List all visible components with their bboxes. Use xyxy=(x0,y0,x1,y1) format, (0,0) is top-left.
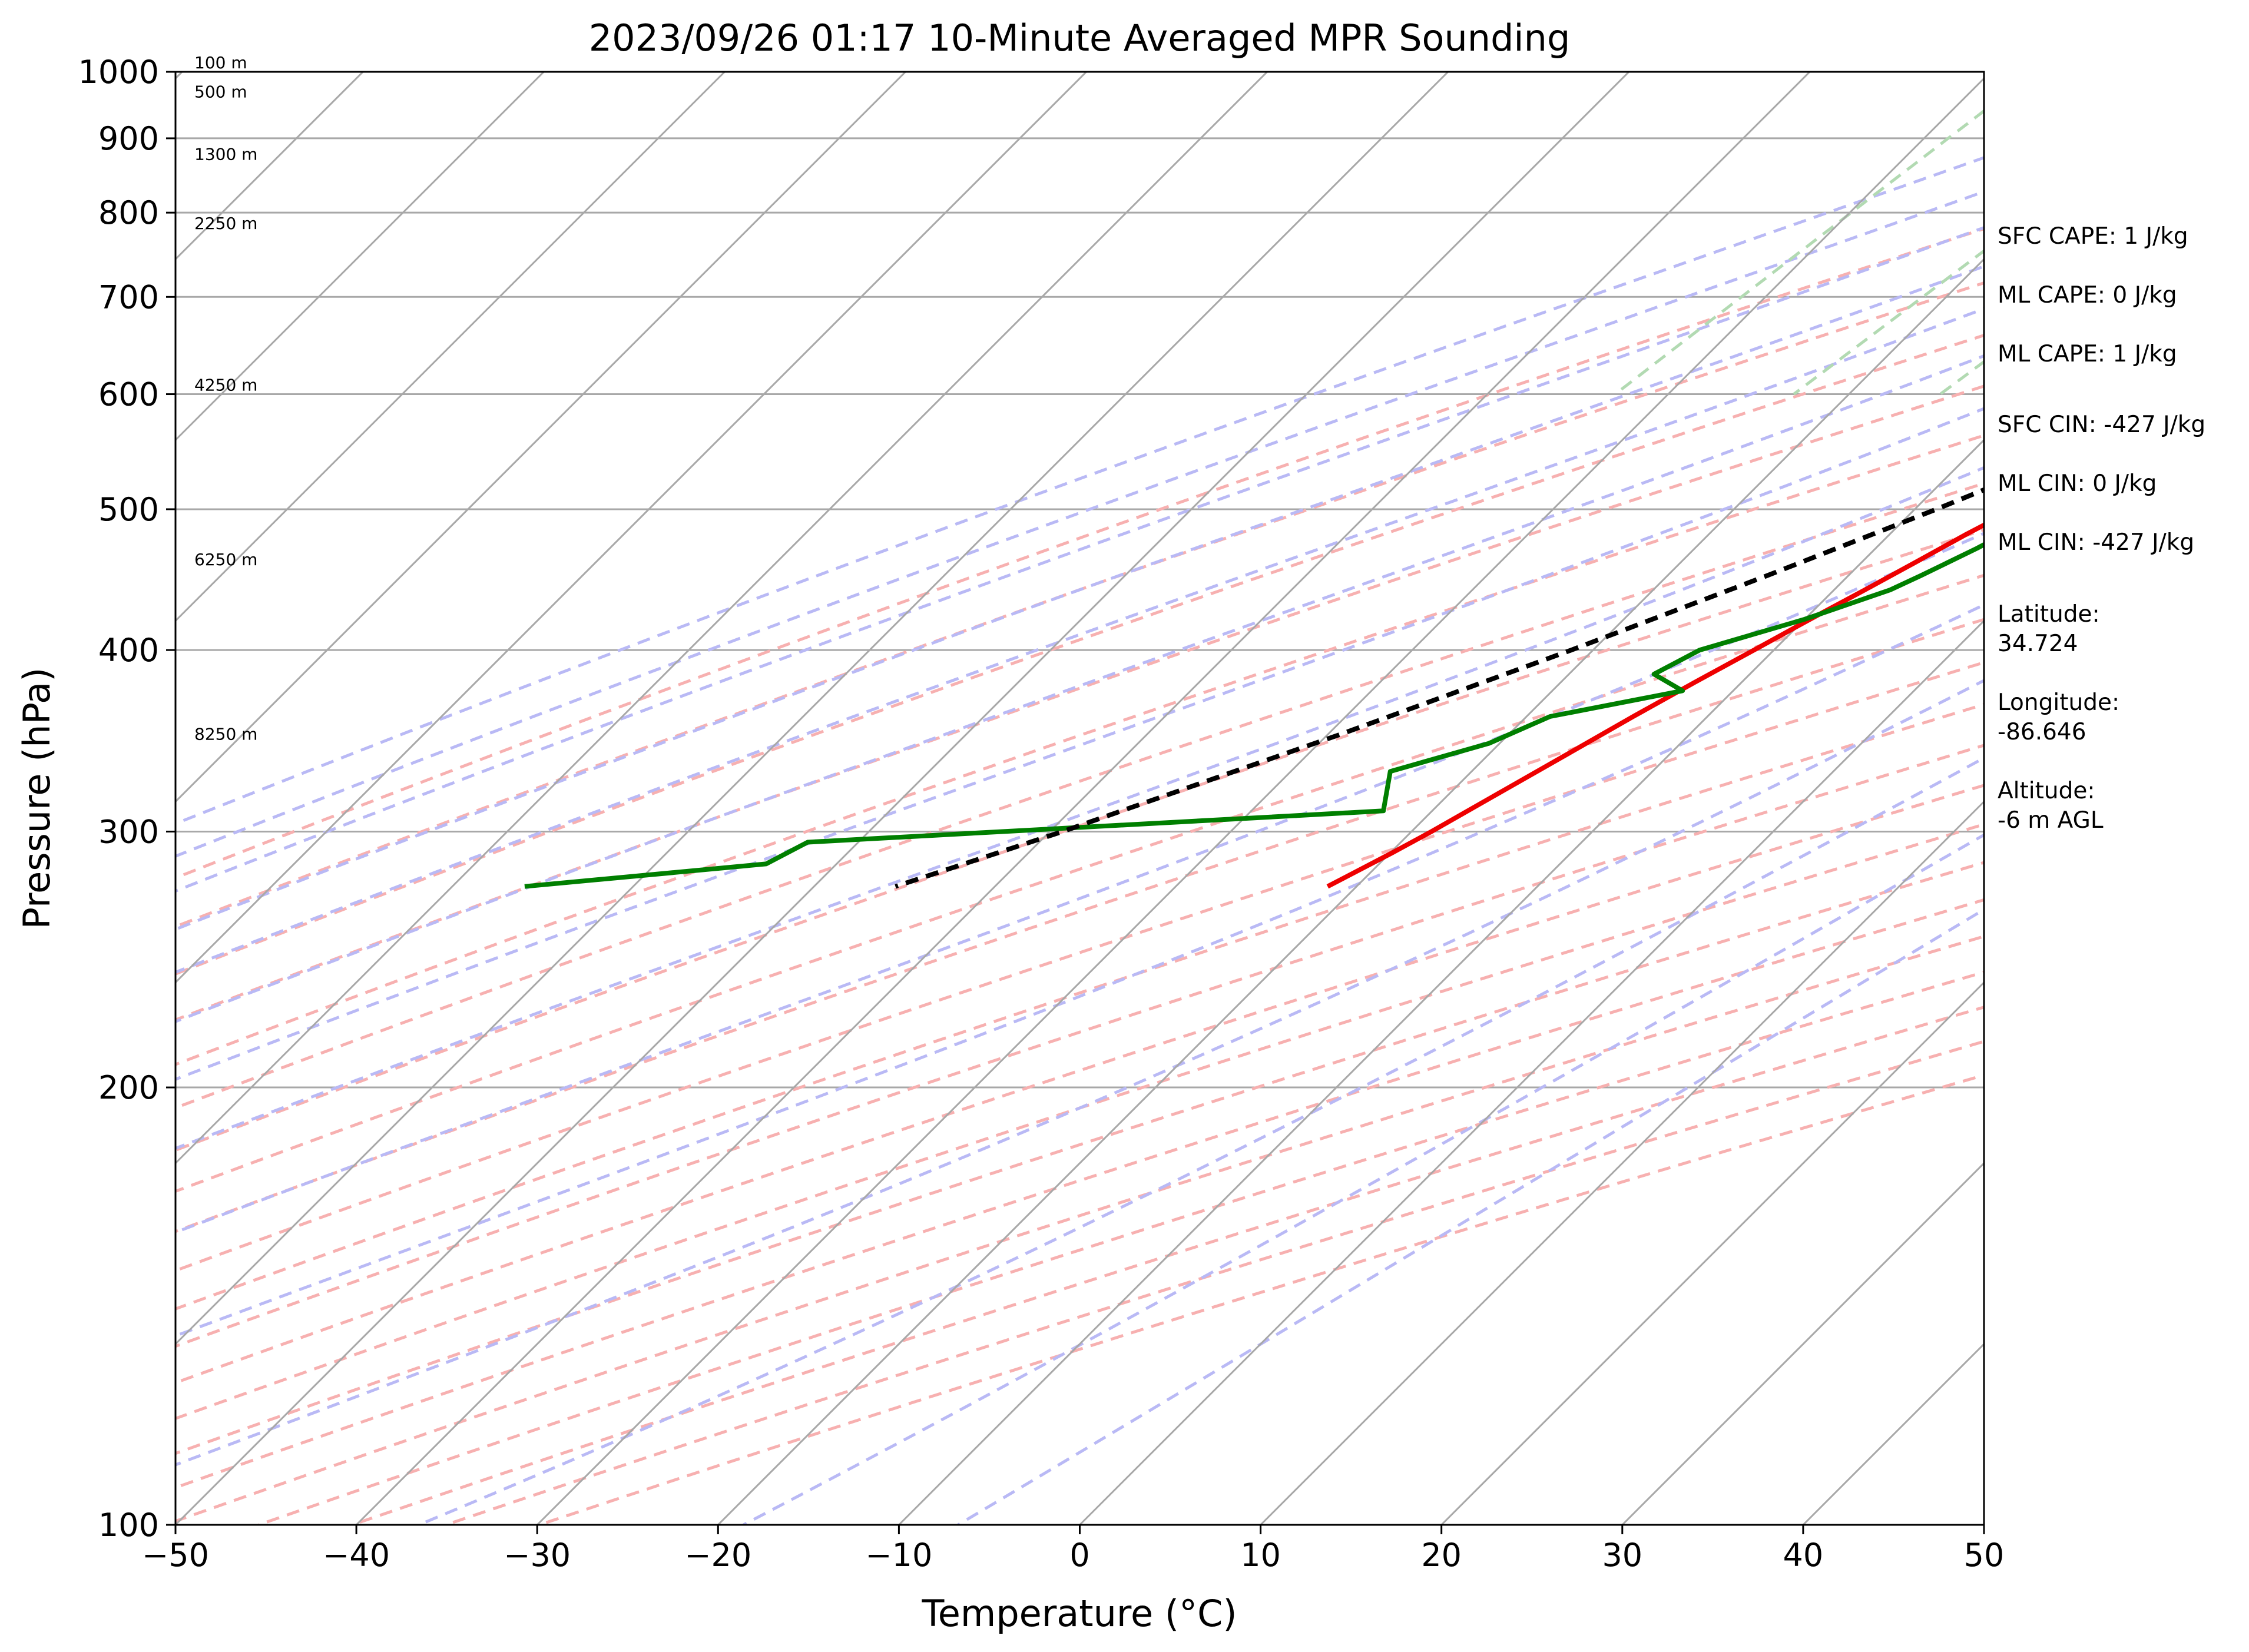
y-tick-label: 300 xyxy=(98,813,159,850)
latitude-label: Latitude: xyxy=(1998,601,2100,628)
ml-cin-text: ML CIN: 0 J/kg xyxy=(1998,470,2157,497)
moist-adiabat-line xyxy=(175,156,1984,825)
isotherm-line xyxy=(175,72,906,803)
moist-adiabat-line xyxy=(175,532,1984,1234)
y-tick-label: 500 xyxy=(98,491,159,528)
sfc-cin-text: SFC CIN: -427 J/kg xyxy=(1998,412,2205,438)
dry-adiabat-line xyxy=(258,970,1984,1525)
height-label: 4250 m xyxy=(194,376,257,395)
x-tick-label: −40 xyxy=(323,1537,390,1574)
chart-title: 2023/09/26 01:17 10-Minute Averaged MPR … xyxy=(589,16,1571,59)
latitude-value: 34.724 xyxy=(1998,631,2078,657)
dry-adiabat-line xyxy=(175,528,1984,1152)
isotherm-line xyxy=(898,439,1984,1525)
isotherm-line xyxy=(1440,981,1984,1525)
y-tick-label: 1000 xyxy=(78,54,159,91)
dry-adiabat-line xyxy=(175,661,1984,1272)
dry-adiabat-line xyxy=(175,784,1984,1385)
y-axis-title: Pressure (hPa) xyxy=(15,668,58,930)
dry-adiabat-line xyxy=(175,898,1984,1490)
moist-adiabat-line xyxy=(175,466,1984,1150)
parcel-path-line xyxy=(895,487,1984,889)
height-label: 2250 m xyxy=(194,214,257,233)
sfc-cape-text: SFC CAPE: 1 J/kg xyxy=(1998,223,2188,250)
altitude-label: Altitude: xyxy=(1998,778,2095,804)
isotherm-line xyxy=(175,72,1449,1346)
moist-adiabat-line xyxy=(418,756,1984,1525)
y-tick-label: 600 xyxy=(98,376,159,413)
y-tick-label: 400 xyxy=(98,632,159,669)
x-tick-label: −10 xyxy=(865,1537,932,1574)
sounding-statistics-panel: SFC CAPE: 1 J/kg ML CAPE: 0 J/kg ML CAPE… xyxy=(1998,223,2205,834)
mixing-ratio-line xyxy=(1614,109,1984,396)
x-tick-label: −20 xyxy=(684,1537,751,1574)
dry-adiabat-line xyxy=(175,281,1984,928)
moist-adiabat-line xyxy=(175,407,1984,1081)
dry-adiabat-line xyxy=(175,822,1984,1421)
ml-cape-text-2: ML CAPE: 1 J/kg xyxy=(1998,341,2177,367)
moist-adiabat-line xyxy=(175,307,1984,974)
temperature-profile-line xyxy=(1326,522,1984,889)
isotherm-line xyxy=(717,258,1984,1525)
height-label: 500 m xyxy=(194,82,247,101)
mixing-ratio-line xyxy=(1793,249,1984,396)
x-tick-label: 10 xyxy=(1240,1537,1281,1574)
y-tick-label: 800 xyxy=(98,194,159,231)
height-label: 8250 m xyxy=(194,725,257,744)
longitude-value: -86.646 xyxy=(1998,719,2086,745)
y-tick-label: 100 xyxy=(98,1507,159,1544)
longitude-label: Longitude: xyxy=(1998,689,2119,716)
dewpoint-profile-line xyxy=(524,542,1984,889)
dry-adiabat-line xyxy=(175,333,1984,976)
isotherm-line xyxy=(175,72,1630,1525)
moist-adiabat-line xyxy=(175,225,1984,893)
dry-adiabat-line xyxy=(175,227,1984,880)
isotherm-line xyxy=(1079,619,1984,1525)
dry-adiabat-line xyxy=(175,744,1984,1348)
y-tick-label: 700 xyxy=(98,278,159,316)
isotherm-line xyxy=(356,72,1811,1525)
isotherm-line xyxy=(1260,800,1984,1525)
dry-adiabat-line xyxy=(175,482,1984,1110)
height-label: 1300 m xyxy=(194,144,257,164)
x-tick-label: 30 xyxy=(1602,1537,1642,1574)
ml-cin-text-2: ML CIN: -427 J/kg xyxy=(1998,529,2194,556)
x-tick-label: −30 xyxy=(504,1537,571,1574)
ml-cape-text: ML CAPE: 0 J/kg xyxy=(1998,282,2177,308)
y-tick-label: 900 xyxy=(98,120,159,157)
x-axis-title: Temperature (°C) xyxy=(921,1592,1237,1635)
isotherm-line xyxy=(175,72,726,622)
x-tick-label: 0 xyxy=(1069,1537,1089,1574)
x-tick-label: −50 xyxy=(142,1537,209,1574)
moist-adiabat-line xyxy=(175,190,1984,858)
isotherm-line xyxy=(536,77,1984,1525)
dry-adiabat-line xyxy=(175,702,1984,1311)
moist-adiabat-line xyxy=(175,354,1984,1023)
x-tick-label: 40 xyxy=(1783,1537,1824,1574)
x-tick-label: 20 xyxy=(1421,1537,1462,1574)
moist-adiabat-line xyxy=(175,264,1984,931)
isotherm-line xyxy=(175,72,1268,1165)
altitude-value: -6 m AGL xyxy=(1998,807,2104,834)
moist-adiabat-line xyxy=(957,907,1984,1525)
height-label: 6250 m xyxy=(194,550,257,569)
isotherm-line xyxy=(175,72,1087,984)
height-label: 100 m xyxy=(194,53,247,72)
isotherm-line xyxy=(175,72,545,442)
x-tick-label: 50 xyxy=(1964,1537,2005,1574)
dry-adiabat-line xyxy=(445,1040,1984,1525)
isotherm-line xyxy=(1621,1162,1984,1525)
y-tick-label: 200 xyxy=(98,1069,159,1106)
